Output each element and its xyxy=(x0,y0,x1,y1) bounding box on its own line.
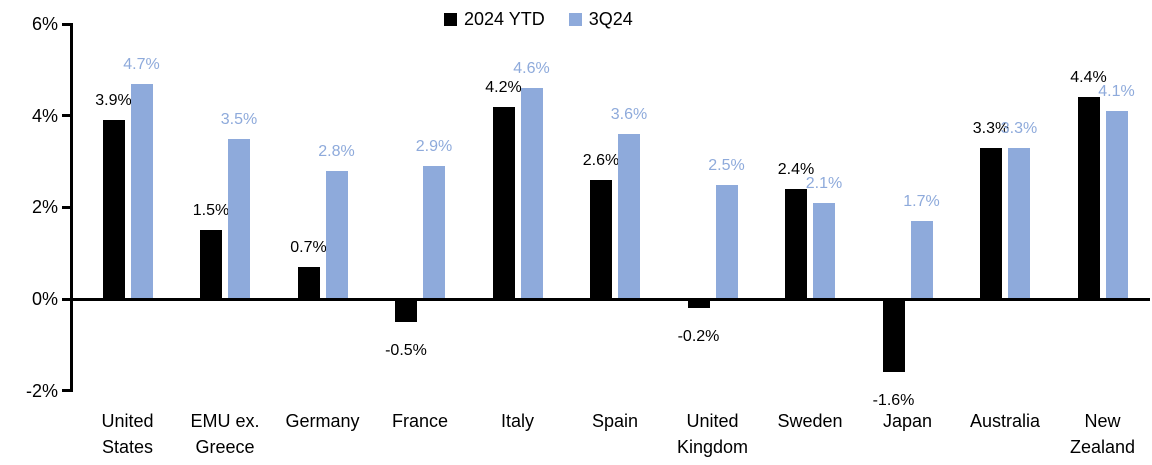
value-label: 3.3% xyxy=(1000,119,1038,137)
bar-2024-ytd xyxy=(492,106,515,299)
legend-label-2024-ytd: 2024 YTD xyxy=(464,9,545,29)
y-axis-tick-mark xyxy=(62,297,70,301)
category-label: France xyxy=(391,411,449,431)
y-axis-line xyxy=(70,22,73,393)
y-axis-tick-label: 6% xyxy=(31,14,58,35)
x-axis-zero-line xyxy=(70,297,1150,301)
bar-3q24 xyxy=(520,88,543,299)
value-label: 3.5% xyxy=(220,110,258,128)
legend-swatch-3q24 xyxy=(568,12,582,26)
category-label: Spain xyxy=(591,411,639,431)
value-label: 2.8% xyxy=(318,142,355,160)
value-label: 3.9% xyxy=(95,92,132,110)
value-label: 2.5% xyxy=(708,156,745,174)
legend-swatch-2024-ytd xyxy=(444,12,457,26)
value-label: 4.1% xyxy=(1098,83,1135,101)
bar-3q24 xyxy=(228,138,250,299)
category-label: United Kingdom xyxy=(676,411,749,457)
value-label: 2.9% xyxy=(415,138,453,156)
value-label: -1.6% xyxy=(872,392,915,410)
category-label: Japan xyxy=(882,411,933,431)
bar-3q24 xyxy=(910,221,933,299)
y-axis-tick-label: 2% xyxy=(31,197,58,218)
legend-item-3q24: 3Q24 xyxy=(568,9,633,29)
bar-2024-ytd xyxy=(882,299,905,373)
bar-3q24 xyxy=(325,170,348,299)
value-label: 3.3% xyxy=(972,119,1010,137)
category-label: Germany xyxy=(285,411,360,431)
y-axis-tick-mark xyxy=(62,22,70,26)
legend-item-2024-ytd: 2024 YTD xyxy=(444,9,545,29)
bar-3q24 xyxy=(130,83,153,299)
value-label: 4.4% xyxy=(1070,69,1107,87)
bar-3q24 xyxy=(813,202,835,299)
bar-2024-ytd xyxy=(1077,97,1100,299)
chart-legend: 2024 YTD 3Q24 xyxy=(444,9,633,29)
bar-2024-ytd xyxy=(395,299,417,322)
value-label: 4.7% xyxy=(123,55,160,73)
category-label: United States xyxy=(101,411,154,457)
value-label: 2.4% xyxy=(777,161,815,179)
value-label: 2.6% xyxy=(582,151,620,169)
bar-3q24 xyxy=(423,166,445,299)
category-label: Sweden xyxy=(777,411,843,431)
legend-label-3q24: 3Q24 xyxy=(588,9,633,29)
category-label: EMU ex. Greece xyxy=(190,411,260,457)
y-axis-tick-mark xyxy=(62,114,70,118)
bar-3q24 xyxy=(618,134,640,299)
value-label: 3.6% xyxy=(610,106,648,124)
bar-2024-ytd xyxy=(785,189,807,299)
y-axis-tick-label: 4% xyxy=(31,105,58,126)
bar-2024-ytd xyxy=(590,179,612,299)
value-label: 2.1% xyxy=(805,174,843,192)
bar-2024-ytd xyxy=(980,147,1002,299)
value-label: 1.5% xyxy=(192,202,230,220)
y-axis-tick-mark xyxy=(62,389,70,393)
value-label: -0.5% xyxy=(385,341,427,359)
bar-3q24 xyxy=(1105,111,1128,299)
y-axis-tick-label: 0% xyxy=(31,289,58,309)
bar-2024-ytd xyxy=(200,230,222,299)
category-label: Italy xyxy=(500,411,534,431)
value-label: 1.7% xyxy=(903,193,940,211)
bar-2024-ytd xyxy=(687,299,710,309)
value-label: 4.2% xyxy=(485,78,522,96)
bar-3q24 xyxy=(1008,147,1030,299)
bar-2024-ytd xyxy=(297,266,320,299)
y-axis-tick-mark xyxy=(62,205,70,209)
bar-3q24 xyxy=(715,184,738,299)
value-label: -0.2% xyxy=(677,328,720,346)
y-axis-tick-label: -2% xyxy=(25,380,58,401)
value-label: 0.7% xyxy=(290,238,327,256)
bar-2024-ytd xyxy=(102,120,125,299)
category-label: New Zealand xyxy=(1069,411,1136,457)
value-label: 4.6% xyxy=(513,60,550,78)
category-label: Australia xyxy=(969,411,1041,431)
